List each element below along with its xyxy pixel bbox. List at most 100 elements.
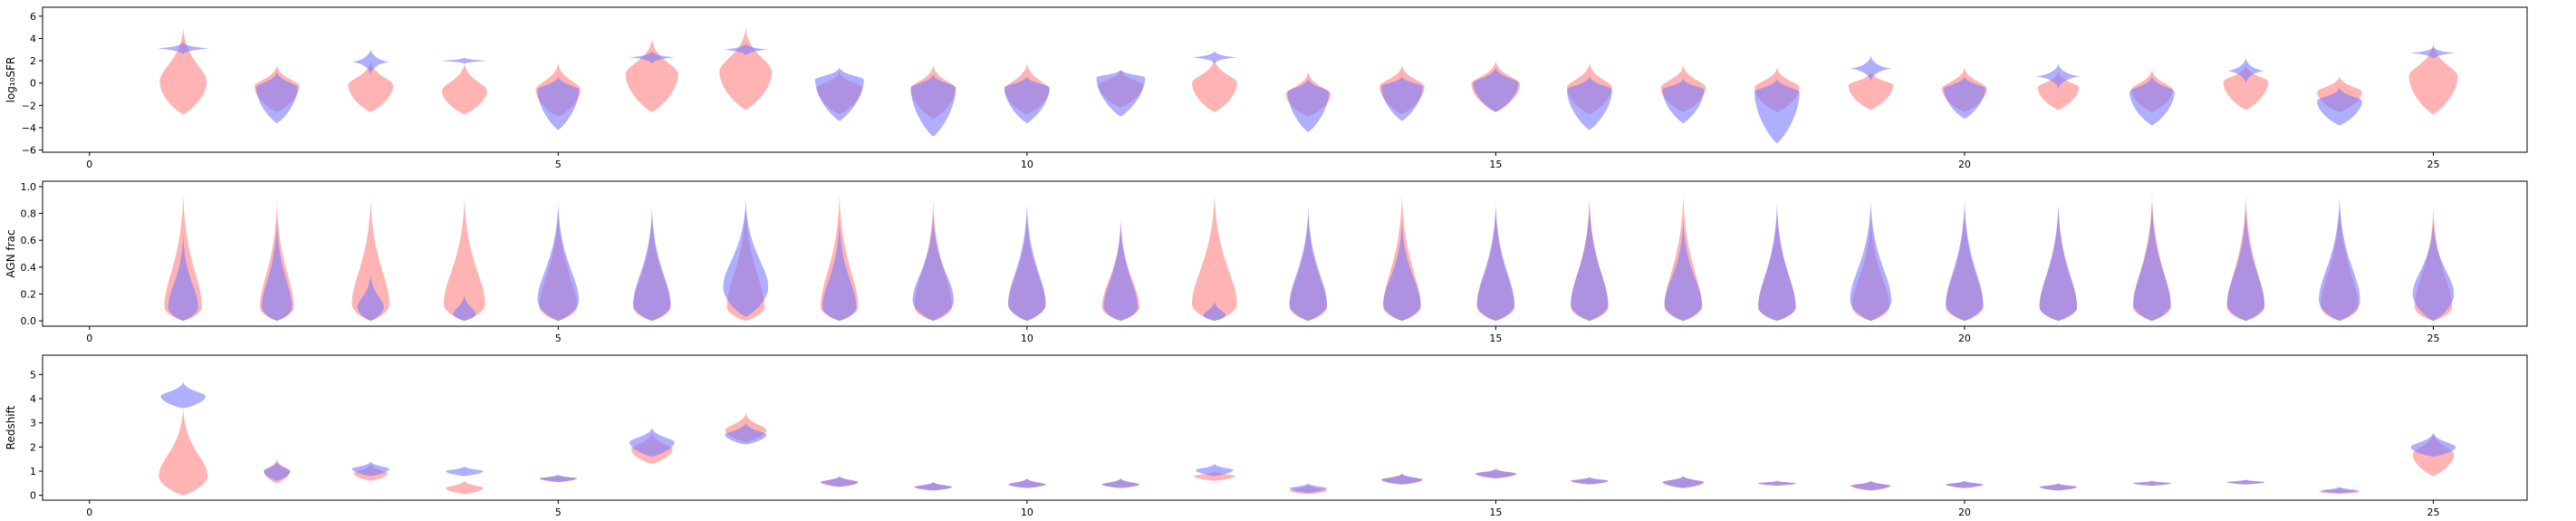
- sfr-y-tick-label: 2: [30, 55, 36, 67]
- sfr-y-tick-label: −4: [22, 122, 36, 134]
- agn-frac-violin-blue-23: [2226, 207, 2265, 322]
- sfr-violin-blue-6: [629, 51, 675, 64]
- redshift-axes-frame: [42, 354, 2528, 501]
- agn-frac-x-tick-label: 25: [2427, 333, 2439, 344]
- redshift-violin-blue-19: [1851, 480, 1890, 491]
- sfr-x-tick-label: 25: [2427, 159, 2439, 170]
- redshift-violin-blue-9: [914, 482, 953, 491]
- redshift-y-tick-label: 2: [30, 441, 36, 453]
- agn-frac-y-tick-label: 0.6: [21, 235, 37, 246]
- agn-frac-y-tick-label: 0.8: [21, 208, 37, 220]
- sfr-y-tick-label: −2: [22, 100, 36, 111]
- sfr-axes-frame: [42, 6, 2528, 153]
- agn-frac-violin-blue-19: [1850, 199, 1892, 322]
- redshift-violin-blue-15: [1475, 468, 1517, 478]
- sfr-violin-blue-21: [2035, 63, 2081, 90]
- agn-frac-violin-blue-15: [1476, 202, 1515, 322]
- redshift-violin-red-1: [159, 408, 208, 496]
- agn-frac-violin-blue-17: [1664, 219, 1703, 322]
- sfr-violin-blue-17: [1662, 78, 1705, 123]
- agn-frac-violin-blue-20: [1946, 199, 1984, 322]
- sfr-violin-blue-13: [1287, 78, 1330, 132]
- redshift-x-tick-label: 20: [1958, 507, 1971, 518]
- redshift-y-tick-label: 1: [30, 466, 36, 478]
- sfr-violin-blue-19: [1850, 55, 1892, 82]
- redshift-x-tick-label: 0: [86, 507, 92, 518]
- agn-frac-x-tick-label: 10: [1021, 333, 1033, 344]
- agn-frac-violin-blue-10: [1008, 202, 1046, 322]
- sfr-y-tick-label: 6: [30, 11, 36, 23]
- redshift-violin-blue-22: [2133, 480, 2171, 486]
- sfr-violin-blue-3: [351, 49, 389, 75]
- sfr-x-tick-label: 15: [1489, 159, 1502, 170]
- sfr-violin-red-21: [2037, 72, 2080, 111]
- redshift-violin-blue-14: [1381, 473, 1423, 485]
- redshift-violin-blue-13: [1289, 483, 1328, 493]
- sfr-violin-blue-20: [1944, 76, 1985, 120]
- agn-frac-x-tick-label: 5: [555, 333, 562, 344]
- sfr-violin-blue-7: [723, 43, 769, 56]
- sfr-violin-blue-2: [256, 72, 298, 123]
- agn-frac-axes-frame: [42, 180, 2528, 327]
- redshift-x-tick-label: 15: [1489, 507, 1502, 518]
- agn-frac-panel: 0 5 10 15 20 25 0.0 0.2 0.4 0.6 0.8 1.0 AGN frac: [5, 180, 2528, 344]
- sfr-violin-blue-9: [910, 73, 956, 137]
- sfr-violin-blue-10: [1004, 76, 1050, 123]
- agn-frac-violin-blue-14: [1383, 219, 1421, 322]
- agn-frac-y-tick-label: 1.0: [21, 181, 37, 193]
- redshift-x-tick-label: 5: [555, 507, 562, 518]
- redshift-violin-blue-10: [1008, 478, 1046, 488]
- sfr-y-axis-label: log₁₀SFR: [5, 57, 17, 103]
- redshift-violin-blue-5: [539, 475, 578, 482]
- sfr-x-tick-label: 20: [1958, 159, 1971, 170]
- sfr-x-tick-label: 5: [555, 159, 562, 170]
- agn-frac-y-tick-label: 0.2: [21, 288, 37, 300]
- redshift-violin-blue-21: [2039, 483, 2078, 491]
- sfr-y-tick-label: 0: [30, 78, 36, 90]
- agn-frac-violins: [164, 193, 2455, 322]
- sfr-violin-red-19: [1848, 72, 1894, 111]
- sfr-violin-blue-24: [2317, 87, 2362, 126]
- redshift-violin-blue-16: [1571, 477, 1609, 485]
- redshift-violin-blue-18: [1758, 480, 1796, 486]
- sfr-violin-blue-8: [814, 67, 864, 121]
- sfr-violin-blue-18: [1754, 78, 1800, 144]
- redshift-panel: 0 5 10 15 20 25 0 1 2 3 4 5 Redshift: [5, 354, 2528, 518]
- sfr-x-tick-label: 10: [1021, 159, 1033, 170]
- sfr-violin-blue-22: [2129, 76, 2175, 126]
- sfr-violin-red-4: [441, 63, 487, 115]
- sfr-violin-red-3: [348, 61, 394, 112]
- sfr-panel: 0 5 10 15 20 25 −6 −4 −2 0 2 4 6 log₁₀SFR: [5, 6, 2528, 170]
- sfr-violin-blue-1: [157, 42, 210, 55]
- sfr-violin-blue-16: [1567, 76, 1612, 130]
- sfr-violin-blue-5: [537, 76, 580, 130]
- agn-frac-violin-blue-13: [1289, 207, 1328, 322]
- redshift-violin-blue-6: [629, 428, 675, 457]
- redshift-violin-blue-3: [351, 461, 389, 477]
- redshift-y-tick-label: 4: [30, 393, 36, 405]
- agn-frac-violin-blue-7: [723, 199, 769, 317]
- redshift-violin-blue-7: [725, 422, 767, 445]
- redshift-violin-blue-4: [446, 466, 484, 477]
- redshift-violin-blue-12: [1196, 464, 1234, 477]
- redshift-violin-blue-11: [1101, 478, 1140, 488]
- agn-frac-x-tick-label: 0: [86, 333, 92, 344]
- redshift-x-tick-label: 25: [2427, 507, 2439, 518]
- redshift-violin-blue-20: [1946, 480, 1984, 488]
- agn-frac-y-tick-label: 0.0: [21, 315, 37, 327]
- redshift-violin-blue-17: [1662, 476, 1705, 488]
- redshift-violin-blue-1: [160, 381, 207, 409]
- sfr-violins: [157, 27, 2458, 144]
- redshift-violin-blue-2: [264, 461, 291, 481]
- redshift-violin-blue-24: [2321, 487, 2359, 493]
- redshift-y-axis-label: Redshift: [5, 405, 17, 449]
- sfr-violin-red-23: [2223, 65, 2269, 111]
- sfr-violin-blue-11: [1096, 69, 1146, 117]
- redshift-violin-blue-25: [2410, 432, 2456, 457]
- redshift-ticks: 0 5 10 15 20 25 0 1 2 3 4 5: [30, 369, 2439, 518]
- agn-frac-y-axis-label: AGN frac: [5, 229, 17, 277]
- redshift-violin-red-4: [446, 480, 484, 495]
- agn-frac-violin-blue-12: [1203, 300, 1226, 322]
- sfr-violin-blue-15: [1473, 67, 1519, 112]
- agn-frac-violin-blue-18: [1758, 202, 1796, 322]
